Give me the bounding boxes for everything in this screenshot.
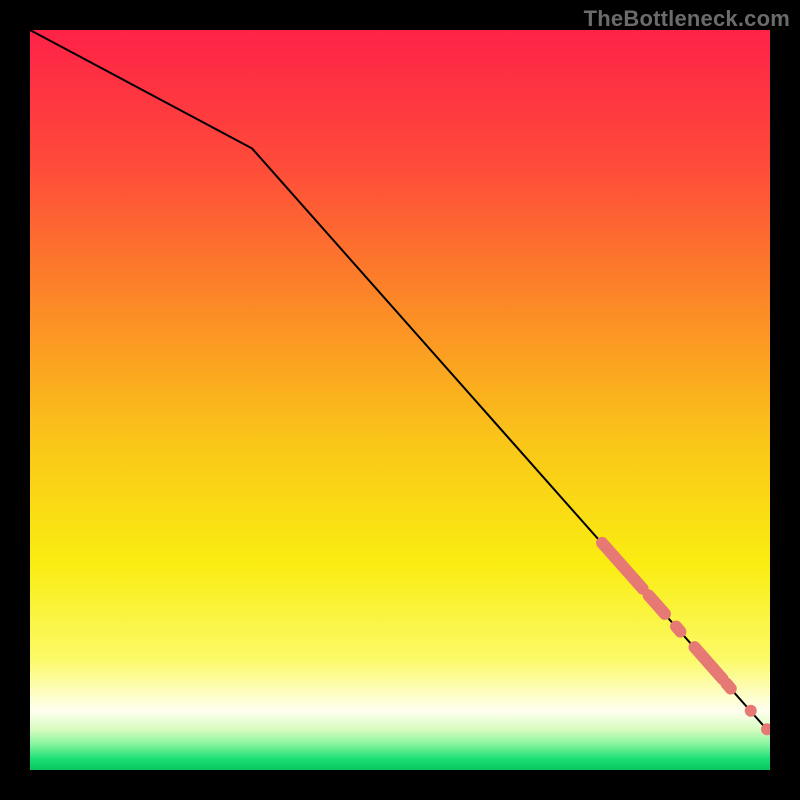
plot-svg xyxy=(30,30,770,770)
marker-run xyxy=(676,626,680,631)
plot-area xyxy=(30,30,770,770)
gradient-background xyxy=(30,30,770,770)
marker-run xyxy=(726,683,730,688)
marker-point xyxy=(745,705,757,717)
watermark-text: TheBottleneck.com xyxy=(584,6,790,32)
chart-frame: TheBottleneck.com xyxy=(0,0,800,800)
